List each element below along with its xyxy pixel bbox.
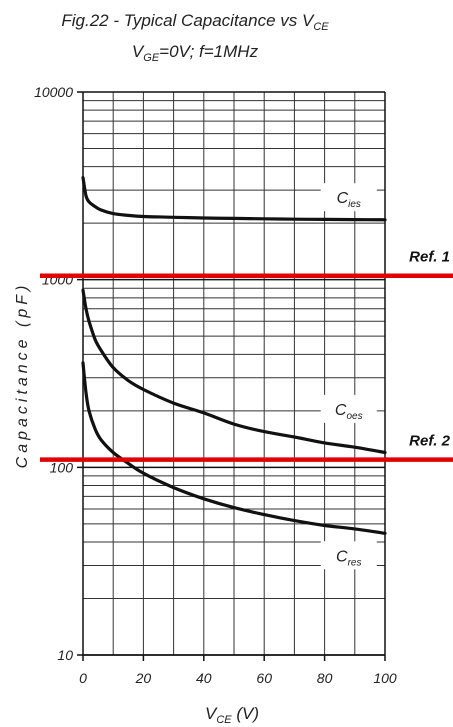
x-tick-labels: 0 20 40 60 80 100: [79, 670, 397, 686]
x-tick-label: 0: [79, 670, 87, 686]
series-line-oes: [81, 288, 387, 455]
series-label-res: Cres: [336, 548, 361, 568]
chart-title: Fig.22 - Typical Capacitance vs VCE: [61, 11, 329, 33]
series-layer: [81, 176, 387, 535]
y-tick-label: 10: [57, 647, 73, 663]
x-axis-label: VCE (V): [205, 704, 259, 726]
series-labels: Cies Coes Cres: [320, 183, 377, 570]
reference-lines: Ref. 1 Ref. 2: [40, 249, 453, 462]
grid-lines: [83, 92, 385, 655]
x-tick-label: 100: [373, 670, 397, 686]
series-line-ies: [81, 176, 387, 222]
x-tick-label: 60: [256, 670, 272, 686]
series-label-background: [320, 541, 377, 570]
series-line-res: [81, 361, 387, 535]
x-tick-label: 40: [196, 670, 212, 686]
reference-line-label-1: Ref. 1: [409, 249, 450, 266]
y-tick-label: 100: [50, 459, 74, 475]
x-tick-label: 20: [135, 670, 152, 686]
series-label-background: [320, 183, 377, 212]
series-label-background: [320, 394, 377, 423]
y-axis-label: Capacitance (pF): [14, 282, 31, 469]
chart-subtitle: VGE=0V; f=1MHz: [132, 42, 259, 64]
series-label-ies: Cies: [337, 190, 361, 210]
series-label-oes: Coes: [335, 402, 363, 422]
y-tick-label: 10000: [34, 84, 73, 100]
x-tick-label: 80: [317, 670, 333, 686]
reference-line-label-2: Ref. 2: [409, 433, 451, 450]
